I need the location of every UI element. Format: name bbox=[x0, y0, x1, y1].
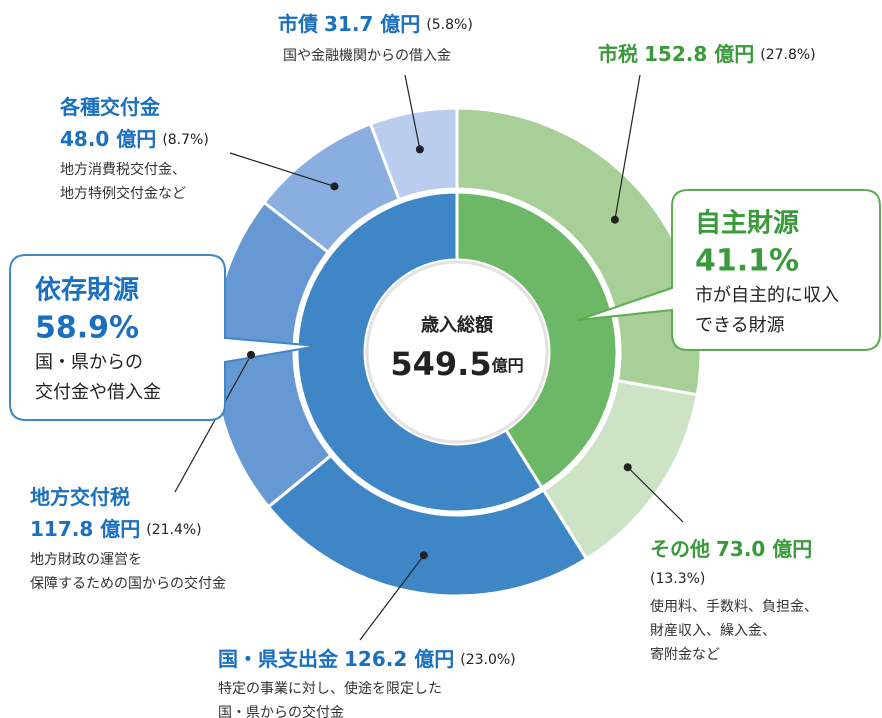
segment-label: 48.0 億円 (8.7%) bbox=[60, 127, 209, 151]
leader-line bbox=[229, 152, 335, 187]
segment-description: 財産収入、繰入金、 bbox=[650, 623, 776, 639]
segment-percent: (23.0%) bbox=[460, 652, 515, 668]
leader-line bbox=[359, 554, 425, 641]
callout-own bbox=[577, 189, 881, 351]
segment-description: 特定の事業に対し、使途を限定した bbox=[218, 680, 442, 697]
center-value: 549.5 bbox=[390, 345, 491, 383]
segment-description: 地方特例交付金など bbox=[60, 185, 186, 202]
segment-value: 126.2 億円 bbox=[344, 647, 454, 671]
segment-label: 各種交付金 bbox=[59, 95, 161, 119]
segment-label: 国・県支出金 126.2 億円 (23.0%) bbox=[218, 647, 516, 671]
center-unit: 億円 bbox=[492, 356, 524, 375]
inner-segment bbox=[295, 190, 544, 514]
segment-description: 国や金融機関からの借入金 bbox=[283, 48, 451, 64]
outer-segment bbox=[368, 106, 459, 202]
leader-dot bbox=[623, 463, 632, 472]
callout-dependent bbox=[9, 254, 319, 421]
segment-label: 117.8 億円 (21.4%) bbox=[30, 517, 202, 541]
callout-value: 58.9% bbox=[35, 311, 139, 346]
segment-percent: (27.8%) bbox=[760, 47, 815, 63]
segment-description: 保障するための国からの交付金 bbox=[30, 575, 226, 592]
segment-name: 市税 bbox=[598, 42, 638, 66]
segment-name: その他 bbox=[650, 537, 710, 561]
center-label: 歳入総額 bbox=[421, 314, 493, 336]
segment-value: 31.7 億円 bbox=[324, 12, 420, 36]
leader-dot bbox=[330, 182, 339, 191]
leader-line bbox=[404, 74, 421, 150]
callout-value: 41.1% bbox=[695, 244, 799, 279]
segment-label: 市税 152.8 億円 (27.8%) bbox=[598, 42, 816, 66]
outer-segment bbox=[455, 106, 703, 397]
segment-percent: (21.4%) bbox=[146, 522, 201, 538]
segment-value: 73.0 億円 bbox=[716, 537, 812, 561]
leader-line bbox=[627, 466, 684, 523]
segment-description: 国・県からの交付金 bbox=[218, 704, 344, 718]
segment-description: 地方消費税交付金、 bbox=[60, 161, 186, 178]
callout-title: 依存財源 bbox=[35, 276, 139, 306]
callout-description: 市が自主的に収入 bbox=[695, 285, 839, 306]
segment-value: 117.8 億円 bbox=[30, 517, 140, 541]
inner-segment bbox=[455, 190, 619, 490]
segment-value: 48.0 億円 bbox=[60, 127, 156, 151]
segment-name: 国・県支出金 bbox=[218, 647, 339, 671]
center-total: 549.5億円 bbox=[390, 345, 523, 383]
leader-dot bbox=[247, 350, 256, 359]
callout-description: 国・県からの bbox=[35, 352, 143, 373]
callout-description: できる財源 bbox=[695, 315, 785, 336]
segment-percent: (5.8%) bbox=[426, 17, 473, 33]
segment-percent: (8.7%) bbox=[162, 132, 209, 148]
segment-percent: (13.3%) bbox=[650, 571, 705, 587]
segment-label: (13.3%) bbox=[650, 571, 705, 587]
segment-description: 使用料、手数料、負担金、 bbox=[650, 598, 818, 615]
leader-line bbox=[614, 74, 641, 220]
segment-name: 各種交付金 bbox=[59, 95, 161, 119]
segment-value: 152.8 億円 bbox=[644, 42, 754, 66]
segment-description: 寄附金など bbox=[650, 646, 720, 663]
outer-segment bbox=[266, 453, 589, 598]
leader-dot bbox=[419, 551, 428, 560]
segment-label: その他 73.0 億円 bbox=[650, 537, 812, 561]
leader-dot bbox=[610, 215, 619, 224]
leader-line bbox=[174, 354, 252, 493]
segment-name: 市債 bbox=[278, 12, 318, 36]
leader-dot bbox=[415, 145, 424, 154]
segment-label: 地方交付税 bbox=[30, 485, 130, 509]
segment-description: 地方財政の運営を bbox=[30, 552, 142, 568]
callout-description: 交付金や借入金 bbox=[35, 382, 161, 403]
segment-label: 市債 31.7 億円 (5.8%) bbox=[278, 12, 473, 36]
callout-title: 自主財源 bbox=[695, 208, 799, 239]
center-circle bbox=[365, 260, 549, 444]
segment-name: 地方交付税 bbox=[30, 485, 130, 509]
